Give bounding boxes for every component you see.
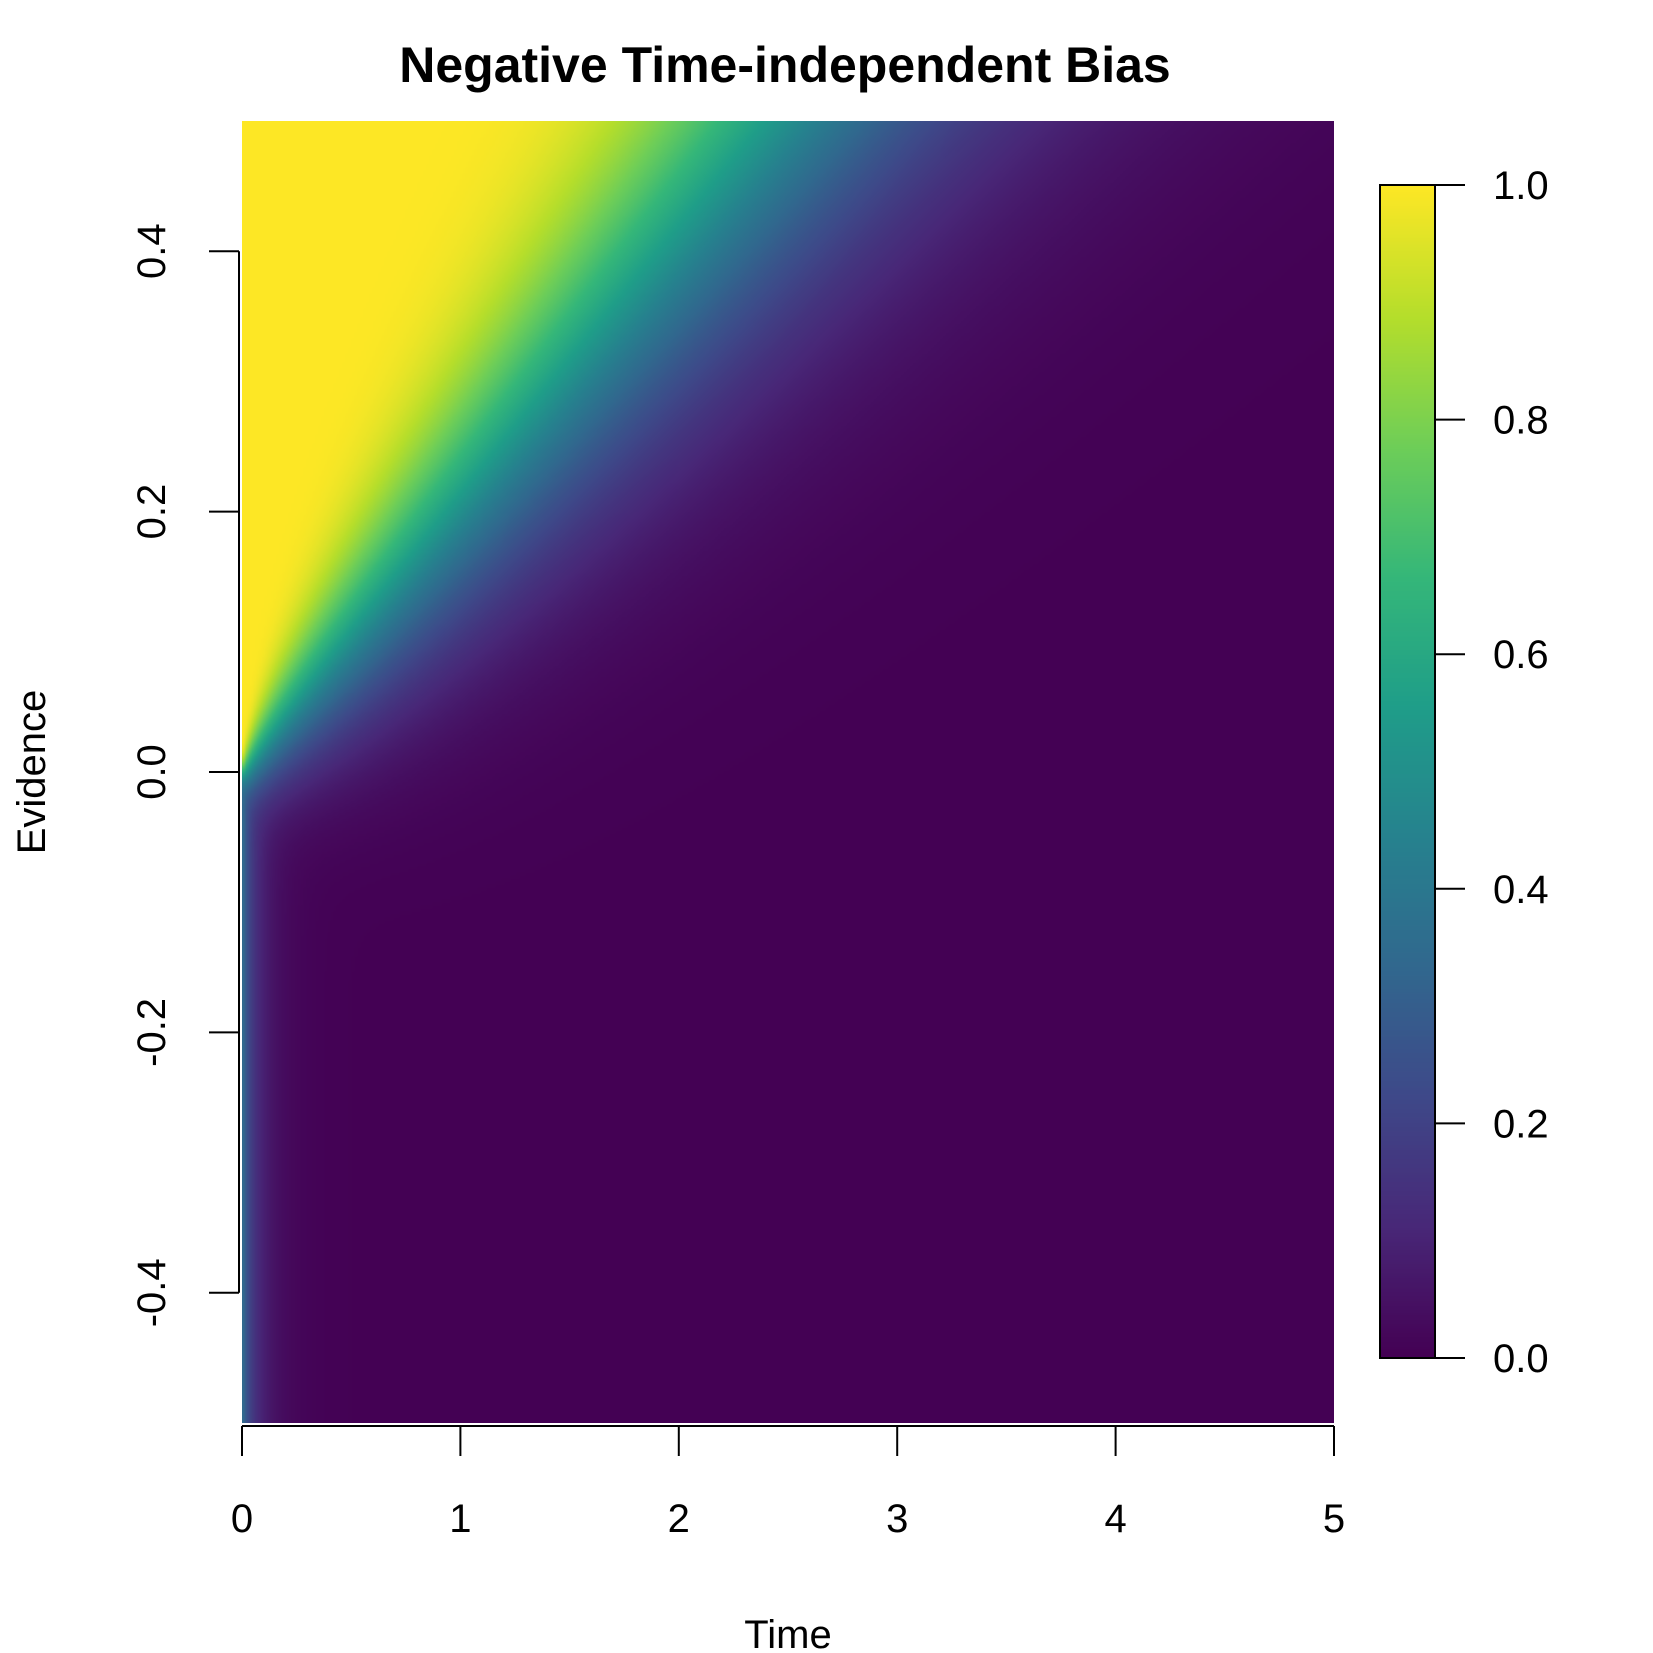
y-tick-label: -0.4 [130,1258,174,1327]
x-tick-label: 0 [231,1497,253,1541]
x-tick-label: 2 [668,1497,690,1541]
x-tick-label: 5 [1323,1497,1345,1541]
colorbar-tick-label: 0.2 [1493,1102,1549,1146]
x-tick-label: 3 [886,1497,908,1541]
colorbar-tick-label: 0.6 [1493,633,1549,677]
chart-title: Negative Time-independent Bias [399,37,1170,93]
colorbar-axis: 0.0 0.2 0.4 0.6 0.8 1.0 [1435,164,1549,1381]
heatmap-plot-area [242,121,1334,1423]
y-tick-label: 0.2 [130,484,174,540]
colorbar-tick-label: 1.0 [1493,164,1549,208]
y-tick-label: 0.4 [130,223,174,279]
x-tick-label: 4 [1104,1497,1126,1541]
x-axis-label: Time [744,1613,831,1653]
y-tick-label: 0.0 [130,744,174,800]
y-tick-label: -0.2 [130,998,174,1067]
colorbar-tick-label: 0.8 [1493,399,1549,443]
x-tick-label: 1 [449,1497,471,1541]
y-axis-label: Evidence [10,690,54,855]
colorbar-tick-label: 0.0 [1493,1337,1549,1381]
colorbar-gradient [1380,185,1435,1358]
colorbar-tick-label: 0.4 [1493,868,1549,912]
x-axis: 0 1 2 3 4 5 [231,1425,1345,1541]
colorbar-frame [1379,184,1436,1359]
y-axis: -0.4 -0.2 0.0 0.2 0.4 [130,223,240,1327]
